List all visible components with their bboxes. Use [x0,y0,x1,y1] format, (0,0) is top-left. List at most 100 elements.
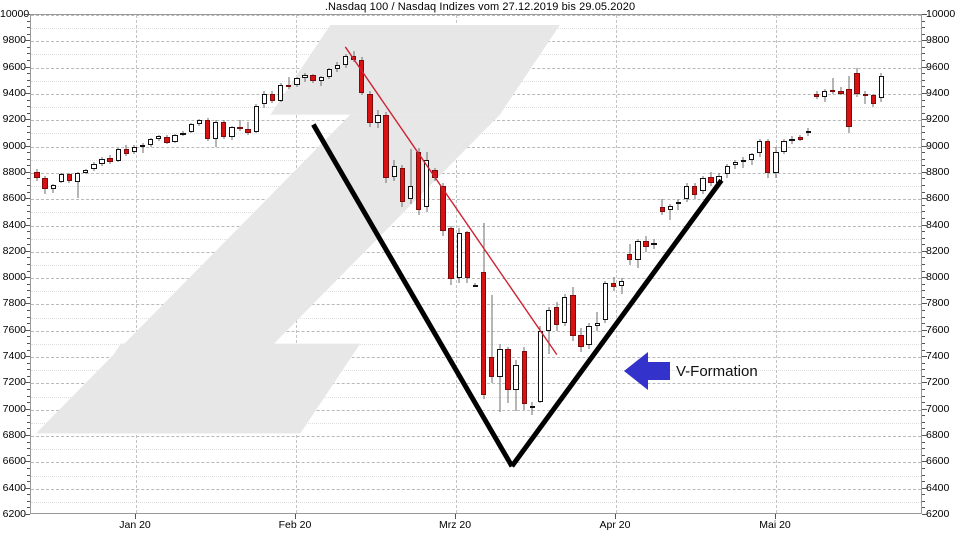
y-minor-tick-left-7300 [27,369,30,371]
gridline-9700 [31,54,921,56]
candle-body-down [505,349,511,390]
candle-body-up [724,166,730,175]
candlestick [878,72,885,102]
y-axis-label-right-9200: 9200 [926,113,950,126]
candlestick [586,322,592,350]
y-minor-tick-left-9900 [27,27,30,29]
candlestick [34,168,40,181]
candlestick [58,172,65,184]
candlestick [854,67,860,97]
candle-body-up [756,141,763,154]
candle-body-up [805,130,812,134]
gridline-8100 [31,265,921,266]
gridline-6500 [31,475,921,477]
candlestick [367,91,373,127]
y-minor-tick-right-6950 [922,415,925,417]
y-axis-label-left-9800: 9800 [2,34,26,47]
candle-body-up [594,322,600,326]
candle-wick [677,199,679,210]
candle-body-down [553,307,560,326]
candlestick [334,62,341,72]
candle-body-up [115,149,121,162]
y-tick-mark-left-9000 [25,145,30,147]
gridline-8200 [31,251,921,253]
candle-body-up [497,349,503,377]
x-axis-label-mrz-20: Mrz 20 [438,519,472,531]
candlestick [578,328,584,352]
y-minor-tick-left-6550 [27,467,30,469]
y-axis-label-right-10000: 10000 [926,8,956,20]
y-axis-label-right-8800: 8800 [926,165,950,178]
candle-body-down [846,88,852,127]
candlestick [399,165,406,208]
candle-body-down [66,174,73,182]
candle-body-up [513,364,519,390]
y-tick-mark-right-9000 [922,145,927,147]
candle-body-up [683,186,690,200]
candle-wick [247,122,249,135]
gridline-6800 [31,436,921,438]
candle-body-up [334,64,341,69]
candle-body-up [318,76,324,81]
y-tick-mark-right-9200 [922,119,927,121]
y-tick-mark-left-10000 [25,14,30,15]
candle-body-down [310,74,316,81]
candle-body-up [789,138,795,142]
candle-body-down [797,137,803,140]
y-minor-tick-right-9350 [922,99,925,101]
y-minor-tick-left-8100 [27,264,30,265]
y-minor-tick-right-9050 [922,139,925,140]
y-minor-tick-left-6900 [27,421,30,423]
y-axis-label-right-8200: 8200 [926,244,950,257]
candle-body-down [286,84,292,87]
y-minor-tick-right-6650 [922,454,925,456]
candle-wick [864,91,866,105]
candle-body-up [424,159,430,208]
y-minor-tick-right-9450 [922,86,925,88]
y-tick-mark-left-7800 [25,303,30,305]
candlestick [139,142,146,154]
y-minor-tick-right-6350 [922,494,925,496]
y-axis-label-right-9800: 9800 [926,34,950,47]
candlestick [773,146,779,179]
y-tick-mark-left-7000 [25,408,30,410]
y-minor-tick-right-6750 [922,441,925,443]
candlestick [318,75,324,87]
y-minor-tick-left-8650 [27,191,30,193]
candle-body-down [34,171,40,179]
y-minor-tick-left-9850 [27,33,30,35]
y-tick-mark-right-8000 [922,277,927,279]
y-minor-tick-right-9100 [922,132,925,134]
candle-body-down [269,93,276,101]
candlestick [683,183,690,202]
candlestick [440,183,446,237]
y-minor-tick-left-8300 [27,237,30,239]
candle-body-down [448,228,454,280]
candlestick [115,147,121,163]
y-tick-mark-right-9600 [922,66,927,68]
candlestick [164,135,170,144]
y-tick-mark-right-9800 [922,40,927,42]
candle-body-up [740,159,747,163]
y-minor-tick-right-6300 [922,500,925,502]
gridline-Feb 20 [296,15,297,513]
candlestick [570,287,576,342]
gridline-Apr 20 [616,15,617,513]
y-axis-label-right-7000: 7000 [926,402,950,415]
y-minor-tick-left-9500 [27,79,30,81]
x-tick-mark-0 [135,514,136,519]
candlestick [562,293,568,326]
gridline-7700 [31,317,921,319]
candlestick [651,238,657,250]
y-tick-mark-left-6200 [25,514,30,515]
y-minor-tick-right-8650 [922,191,925,193]
candle-body-up [545,309,552,331]
y-minor-tick-right-9850 [922,33,925,35]
y-minor-tick-right-9900 [922,27,925,29]
y-tick-mark-left-7400 [25,356,30,358]
y-minor-tick-left-7650 [27,323,30,325]
candle-wick [742,157,744,168]
y-minor-tick-left-7550 [27,336,30,338]
candlestick [797,134,803,142]
candle-body-up [635,241,641,260]
